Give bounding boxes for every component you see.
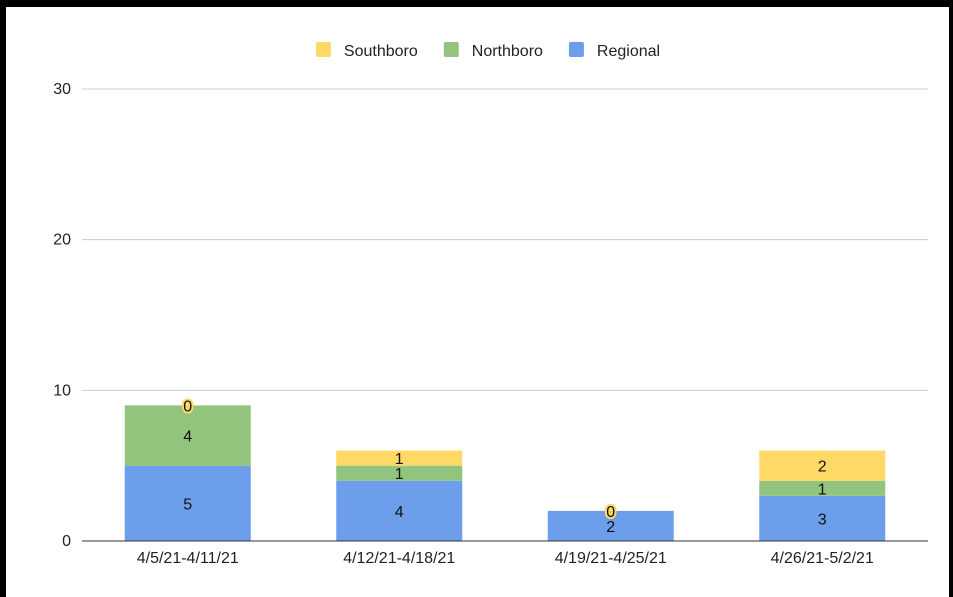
data-label-southboro-3: 0 (606, 504, 615, 521)
legend-swatch-southboro (315, 42, 331, 57)
x-axis: 4/5/21-4/11/21 4/12/21-4/18/21 4/19/21-4/2… (82, 540, 928, 567)
y-tick-label-10: 10 (53, 382, 71, 399)
y-tick-label-0: 0 (62, 533, 71, 550)
bar-regional-4 (759, 495, 886, 541)
data-label-northboro-1: 4 (183, 429, 192, 446)
bar-regional-3 (547, 510, 674, 541)
x-tick-label-4: 4/26/21-5/2/21 (771, 550, 874, 567)
data-label-southboro-4: 2 (818, 459, 827, 476)
bar-northboro-2 (336, 465, 463, 481)
data-label-northboro-4: 1 (818, 481, 827, 498)
legend-swatch-northboro (443, 42, 459, 57)
legend-label-northboro: Northboro (472, 43, 543, 60)
bar-regional-2 (336, 480, 463, 541)
y-axis: 0 10 20 30 (53, 81, 71, 550)
legend: Southboro Northboro Regional (315, 42, 660, 60)
x-tick-label-1: 4/5/21-4/11/21 (137, 550, 239, 567)
legend-swatch-regional (568, 42, 584, 57)
x-tick-label-2: 4/12/21-4/18/21 (343, 550, 455, 567)
y-tick-label-30: 30 (53, 81, 71, 98)
x-tick-label-3: 4/19/21-4/25/21 (555, 550, 667, 567)
data-label-regional-4: 3 (818, 511, 827, 528)
data-label-regional-3: 2 (606, 519, 615, 536)
data-label-northboro-3: 0 (606, 504, 615, 521)
legend-label-regional: Regional (597, 43, 660, 60)
data-label-southboro-1: 0 (183, 398, 192, 415)
data-label-southboro-2: 1 (395, 451, 404, 468)
data-label-regional-2: 4 (395, 504, 404, 521)
legend-label-southboro: Southboro (344, 43, 418, 60)
bar-northboro-4 (759, 480, 886, 496)
bar-northboro-1 (124, 405, 251, 466)
bar-southboro-4 (759, 450, 886, 481)
data-label-northboro-2: 1 (395, 466, 404, 483)
gridlines (82, 88, 928, 391)
y-tick-label-20: 20 (53, 232, 71, 249)
data-label-regional-1: 5 (183, 496, 192, 513)
bar-southboro-2 (336, 450, 463, 466)
bar-regional-1 (124, 465, 251, 541)
